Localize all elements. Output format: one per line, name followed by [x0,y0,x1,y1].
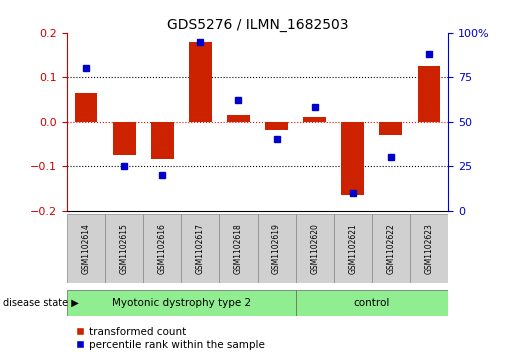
Bar [151,122,174,159]
Bar [113,122,135,155]
Text: Myotonic dystrophy type 2: Myotonic dystrophy type 2 [112,298,251,308]
Text: GSM1102614: GSM1102614 [81,223,91,274]
Bar [75,93,97,122]
Text: GSM1102619: GSM1102619 [272,223,281,274]
Text: GSM1102621: GSM1102621 [348,223,357,274]
Text: control: control [354,298,390,308]
Bar [189,42,212,122]
Bar [258,214,296,283]
Bar [372,214,410,283]
Bar [67,290,296,316]
Bar [67,214,105,283]
Bar [410,214,448,283]
Bar [418,66,440,122]
Text: GSM1102620: GSM1102620 [310,223,319,274]
Text: GSM1102618: GSM1102618 [234,223,243,274]
Bar [334,214,372,283]
Bar [296,290,448,316]
Bar [303,117,326,122]
Bar [265,122,288,131]
Title: GDS5276 / ILMN_1682503: GDS5276 / ILMN_1682503 [167,18,348,32]
Text: GSM1102617: GSM1102617 [196,223,205,274]
Text: GSM1102623: GSM1102623 [424,223,434,274]
Bar [181,214,219,283]
Bar [227,115,250,122]
Bar [105,214,143,283]
Bar [143,214,181,283]
Bar [380,122,402,135]
Text: GSM1102616: GSM1102616 [158,223,167,274]
Text: GSM1102622: GSM1102622 [386,223,396,274]
Text: disease state ▶: disease state ▶ [3,298,78,308]
Legend: transformed count, percentile rank within the sample: transformed count, percentile rank withi… [72,323,269,354]
Bar [296,214,334,283]
Bar [341,122,364,195]
Text: GSM1102615: GSM1102615 [119,223,129,274]
Bar [219,214,258,283]
